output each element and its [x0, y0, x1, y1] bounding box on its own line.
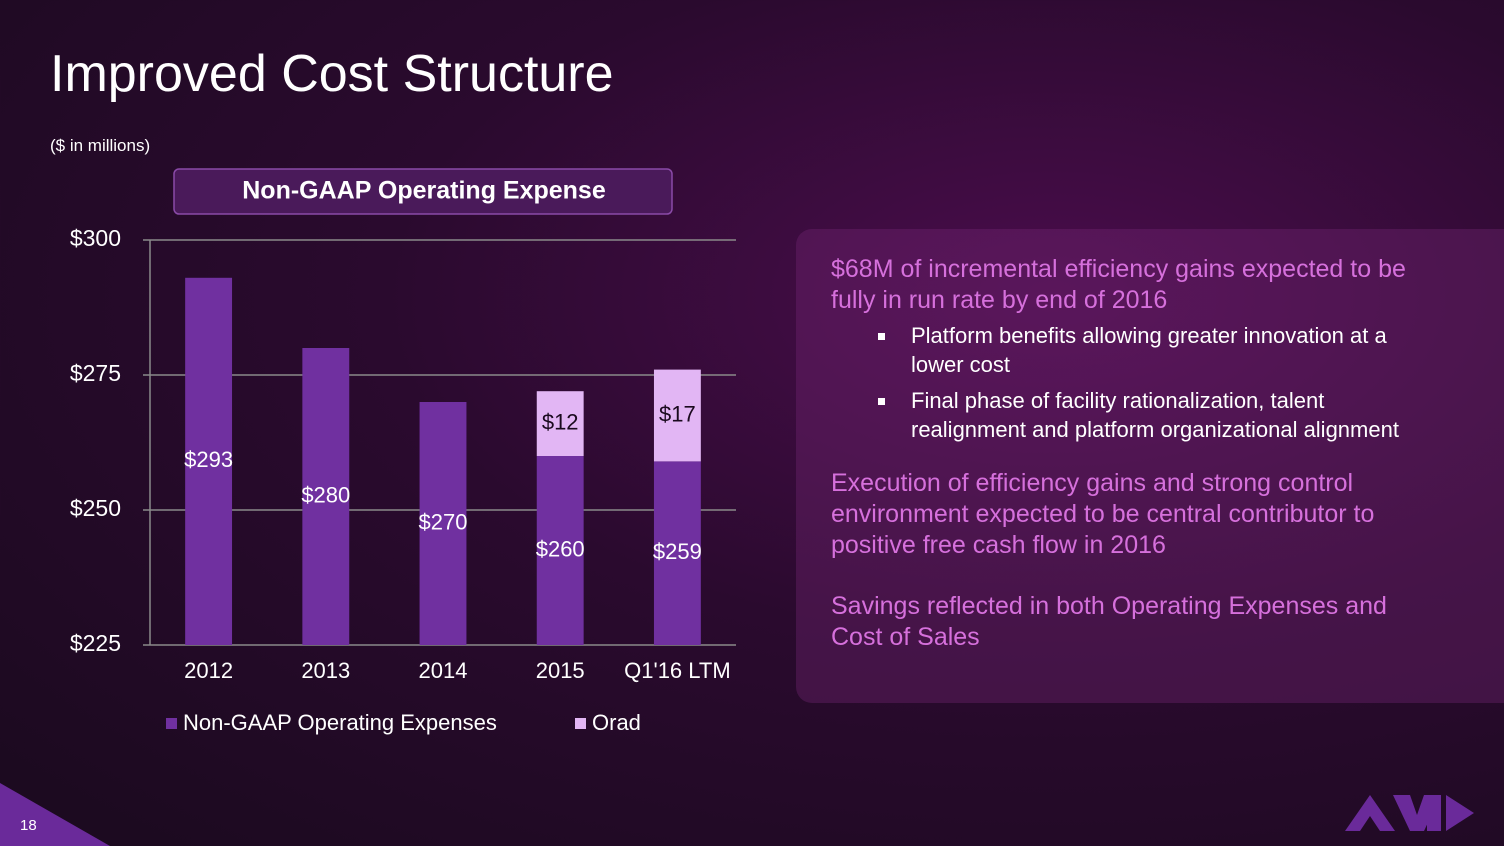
- data-label: $270: [419, 509, 468, 534]
- x-tick-label: 2012: [184, 658, 233, 683]
- bullet-list: Platform benefits allowing greater innov…: [831, 322, 1431, 444]
- y-tick-label: $225: [70, 630, 121, 656]
- y-tick-label: $300: [70, 225, 121, 251]
- x-tick-label: 2015: [536, 658, 585, 683]
- units-note: ($ in millions): [50, 136, 151, 155]
- data-label: $260: [536, 536, 585, 561]
- panel-text: $68M of incremental efficiency gains exp…: [831, 254, 1431, 683]
- chart-title-box: [173, 168, 673, 215]
- paragraph-text: Savings reflected in both Operating Expe…: [831, 592, 1387, 651]
- paragraph: $68M of incremental efficiency gains exp…: [831, 254, 1431, 444]
- bullet: Final phase of facility rationalization,…: [878, 387, 1431, 444]
- data-label: $12: [542, 409, 579, 434]
- text-panel: [796, 229, 1504, 703]
- bar: [185, 277, 233, 645]
- paragraph: Savings reflected in both Operating Expe…: [831, 591, 1431, 653]
- legend-label: Orad: [592, 710, 641, 735]
- legend-swatch: [166, 718, 177, 729]
- chart-title: Non-GAAP Operating Expense: [242, 177, 606, 205]
- x-tick-label: 2013: [301, 658, 350, 683]
- y-tick-label: $250: [70, 495, 121, 521]
- bar: [419, 402, 467, 645]
- data-label: $17: [659, 401, 696, 426]
- bar: [536, 391, 584, 456]
- x-tick-label: 2014: [419, 658, 468, 683]
- paragraph: Execution of efficiency gains and strong…: [831, 468, 1431, 561]
- legend-swatch: [575, 718, 586, 729]
- legend-label: Non-GAAP Operating Expenses: [183, 710, 497, 735]
- slide-title: Improved Cost Structure: [50, 45, 614, 103]
- page-number: 18: [20, 817, 37, 834]
- paragraph-text: Execution of efficiency gains and strong…: [831, 469, 1375, 559]
- bar: [302, 348, 350, 645]
- bar: [653, 369, 701, 462]
- bar: [653, 461, 701, 645]
- data-label: $293: [184, 447, 233, 472]
- bullet: Platform benefits allowing greater innov…: [878, 322, 1431, 379]
- data-label: $259: [653, 539, 702, 564]
- paragraph-text: $68M of incremental efficiency gains exp…: [831, 255, 1406, 314]
- logo: [1345, 795, 1474, 831]
- bar: [536, 456, 584, 645]
- x-tick-label: Q1'16 LTM: [624, 658, 731, 683]
- data-label: $280: [301, 482, 350, 507]
- corner-decoration: [0, 783, 110, 846]
- y-tick-label: $275: [70, 360, 121, 386]
